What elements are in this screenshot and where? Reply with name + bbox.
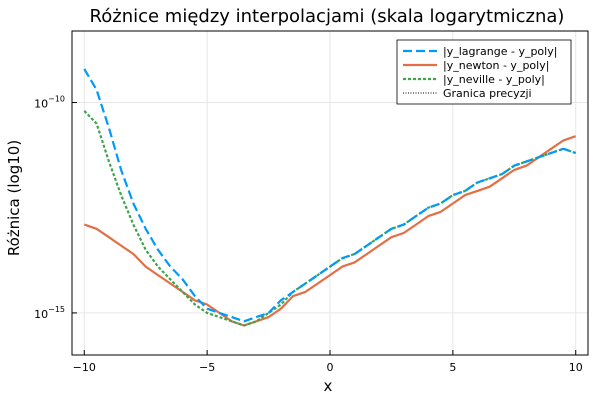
y-tick-label: 10−10 — [34, 95, 65, 111]
series-layer — [83, 68, 577, 327]
x-axis-title: x — [324, 377, 333, 395]
x-tick-label: 10 — [569, 361, 583, 374]
y-tick-exponent: −10 — [48, 95, 65, 104]
series-line-1 — [83, 135, 577, 327]
x-tick-label: −5 — [199, 361, 215, 374]
legend-label: |y_neville - y_poly| — [443, 73, 545, 86]
x-tick-label: 5 — [449, 361, 456, 374]
y-tick-base: 10 — [34, 98, 48, 111]
y-tick-base: 10 — [34, 308, 48, 321]
series-line-2 — [83, 110, 577, 327]
y-axis-title: Różnica (log10) — [5, 140, 23, 256]
series-line-0 — [83, 68, 577, 323]
x-axis: −10 −5 0 5 10 — [73, 350, 583, 374]
x-tick-label: −10 — [73, 361, 96, 374]
x-tick-label: 0 — [327, 361, 334, 374]
y-tick-label: 10−15 — [34, 305, 65, 321]
legend: |y_lagrange - y_poly||y_newton - y_poly|… — [396, 39, 572, 105]
chart-title: Różnice między interpolacjami (skala log… — [90, 6, 565, 27]
legend-label: Granica precyzji — [443, 87, 532, 100]
legend-label: |y_newton - y_poly| — [443, 59, 549, 72]
y-tick-exponent: −15 — [48, 305, 65, 314]
legend-label: |y_lagrange - y_poly| — [443, 45, 557, 58]
